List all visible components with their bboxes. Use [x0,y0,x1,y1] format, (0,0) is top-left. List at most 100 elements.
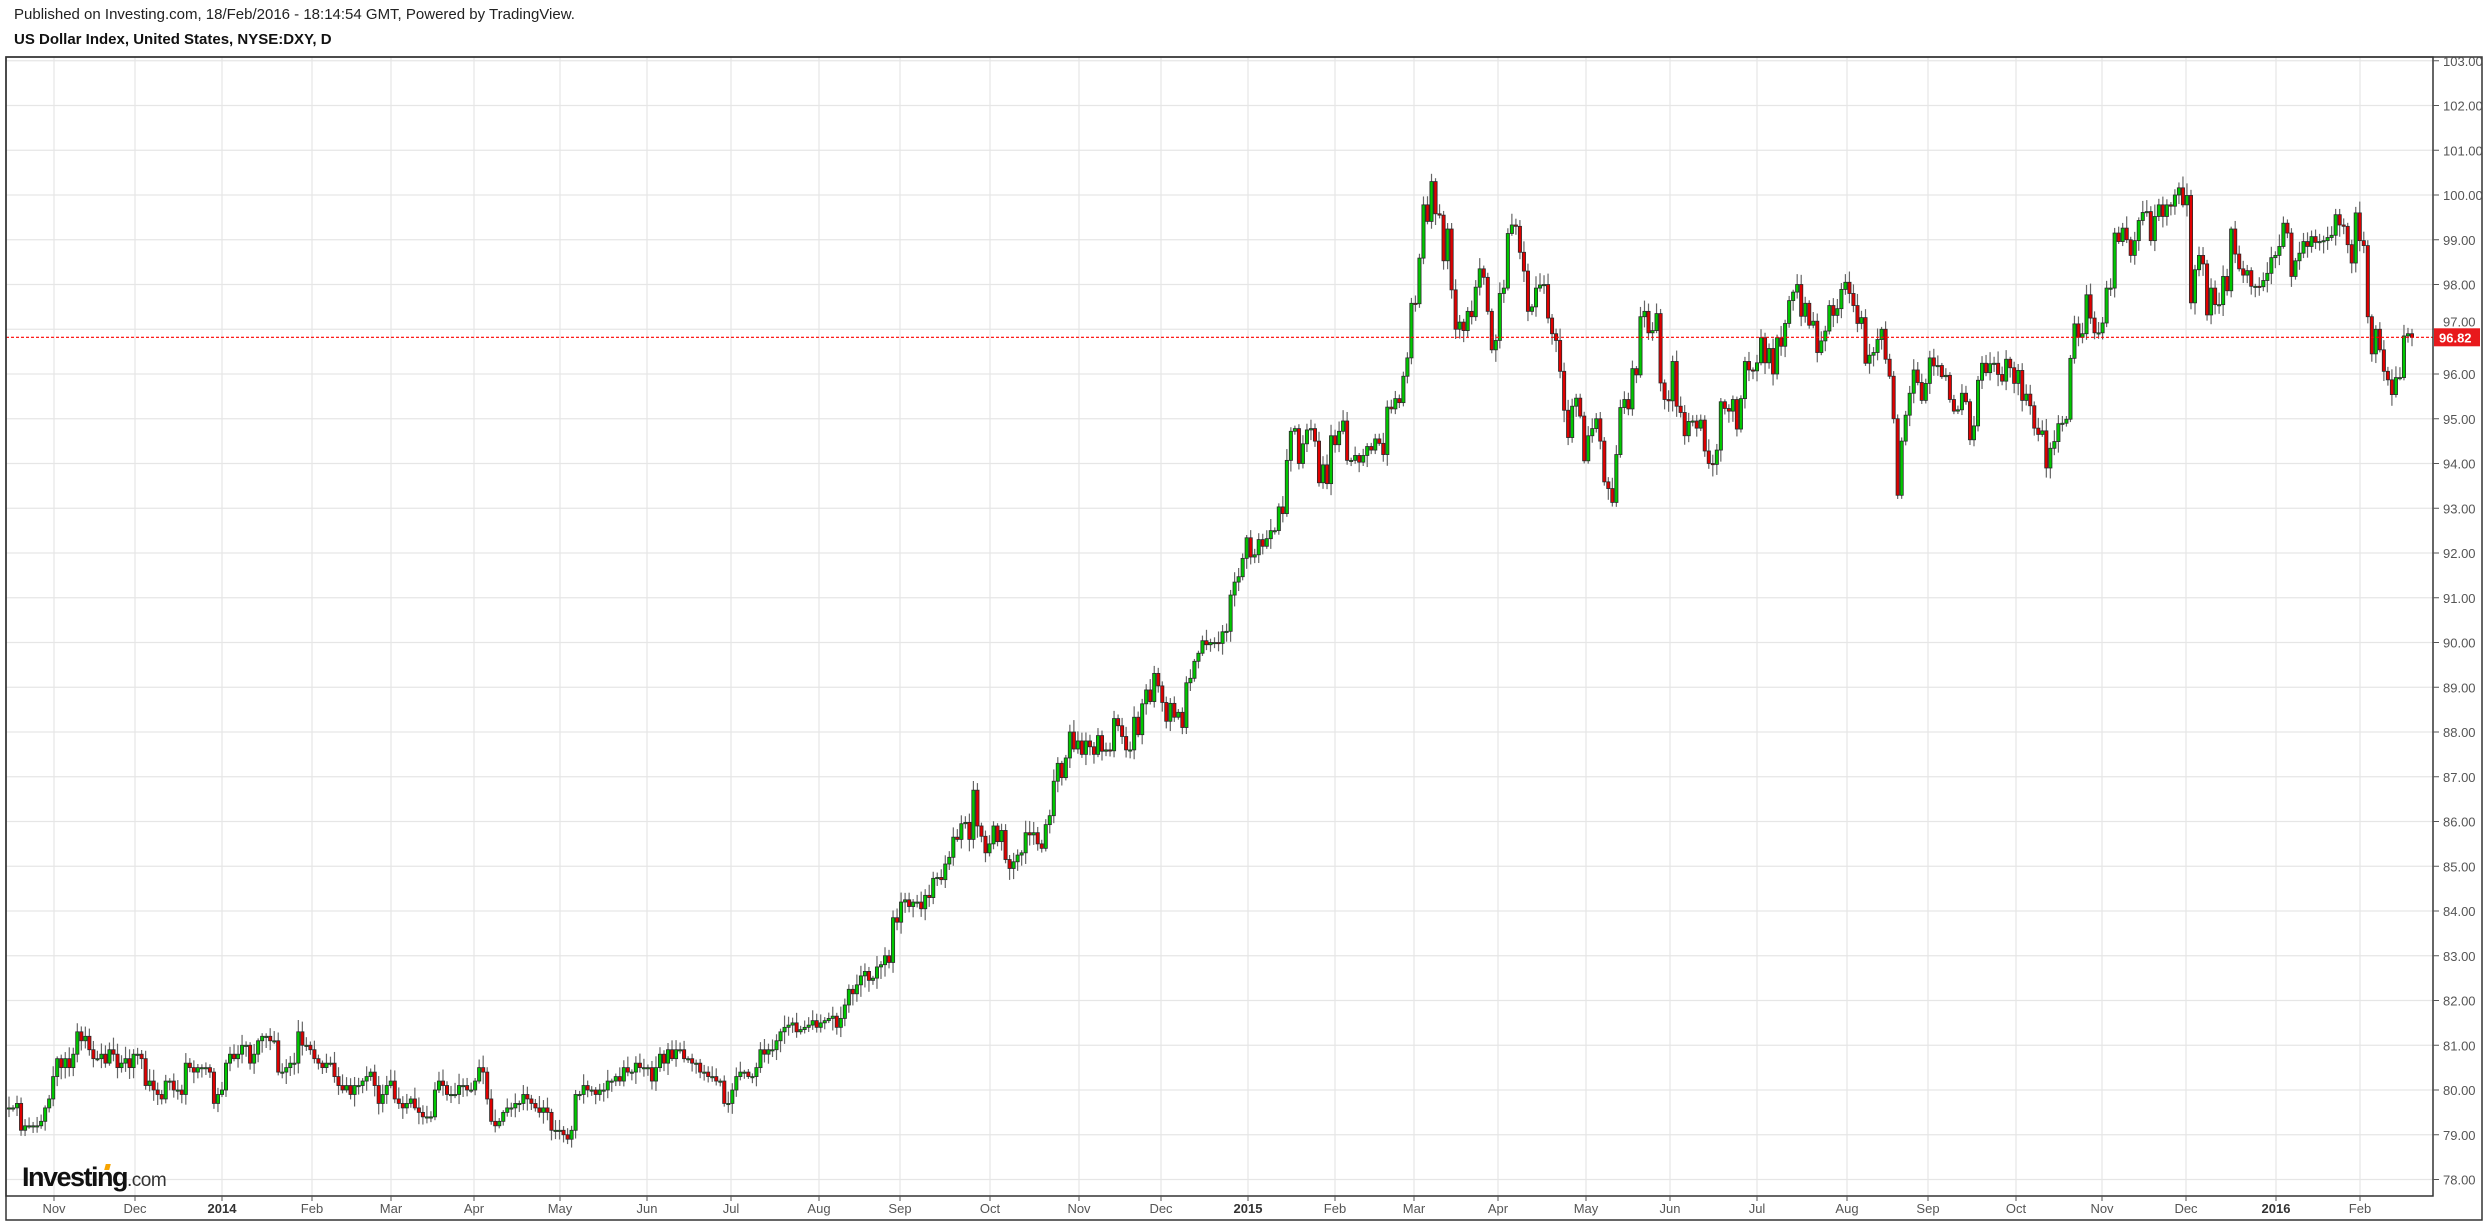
candle-up [260,1035,265,1042]
candle-down [2361,240,2366,246]
candle-down [2076,323,2081,338]
candle-up [734,1076,739,1091]
candle-down [1606,481,1611,489]
candle-down [1799,284,1804,317]
candle-down [1461,321,1466,331]
candle-up [730,1089,735,1104]
candle-down [617,1076,622,1082]
candle-down [1091,746,1096,755]
candle-up [1075,740,1080,750]
candle-up [1923,382,1928,401]
candle-down [2233,228,2238,255]
candle-down [1027,832,1032,836]
y-tick-label: 102.00 [2443,99,2483,114]
x-tick-label: Apr [464,1201,485,1216]
x-tick-label: 2015 [1234,1201,1263,1216]
candle-up [1738,398,1743,430]
candle-down [1626,399,1631,410]
candle-up [408,1098,413,1104]
candle-up [1192,660,1197,679]
candle-down [2389,379,2394,395]
candle-up [292,1062,297,1065]
candle-down [19,1103,24,1131]
candle-up [569,1129,574,1140]
candle-down [927,894,932,898]
candle-up [1980,362,1985,381]
candle-up [1791,291,1796,302]
candle-down [1702,419,1707,452]
candle-up [2176,187,2181,196]
candle-up [195,1067,200,1073]
candle-up [726,1103,731,1106]
y-tick-label: 92.00 [2443,546,2476,561]
candle-down [340,1085,345,1091]
candle-up [344,1085,349,1091]
candle-up [758,1049,763,1069]
candle-down [2160,204,2165,217]
candle-up [1927,357,1932,384]
candle-up [1284,459,1289,515]
candle-down [1124,736,1129,751]
candle-down [2357,212,2362,242]
candle-down [2044,430,2049,469]
x-tick-label: Dec [123,1201,147,1216]
candle-up [1268,530,1273,540]
candle-down [1513,224,1518,227]
x-tick-label: Oct [980,1201,1001,1216]
candle-up [2104,287,2109,324]
candle-up [2281,222,2286,247]
candle-down [2148,211,2153,242]
candle-down [2345,225,2350,246]
candle-down [276,1040,281,1073]
candle-up [2329,234,2334,238]
candle-up [131,1053,136,1069]
candle-up [891,917,896,963]
candle-down [1357,455,1362,463]
candle-up [633,1062,638,1073]
candle-down [1831,305,1836,316]
candle-up [2156,204,2161,217]
candle-up [2373,328,2378,355]
candle-down [396,1098,401,1104]
candle-up [1276,506,1281,532]
y-tick-label: 97.00 [2443,314,2476,329]
candle-down [1156,672,1161,687]
candle-up [1401,375,1406,404]
candle-up [457,1085,462,1095]
candle-down [834,1015,839,1028]
candle-up [107,1049,112,1064]
y-tick-label: 87.00 [2443,770,2476,785]
candle-up [2217,304,2222,307]
candle-down [2124,227,2129,241]
candle-up [1015,854,1020,863]
candle-up [304,1044,309,1047]
candle-down [2092,317,2097,334]
candle-down [1967,401,1972,441]
candle-up [613,1076,618,1082]
candle-up [991,825,996,845]
candle-down [207,1067,212,1073]
candle-up [1590,428,1595,437]
candle-up [686,1058,691,1061]
candle-up [842,1004,847,1019]
x-tick-label: Jul [723,1201,740,1216]
candle-down [1316,440,1321,484]
candle-up [1787,300,1792,324]
candle-up [1638,316,1643,376]
candle-up [1465,310,1470,331]
y-tick-label: 95.00 [2443,412,2476,427]
candle-up [2245,270,2250,276]
candle-down [2305,241,2310,247]
x-tick-label: 2014 [208,1201,238,1216]
candle-up [2096,332,2101,335]
candle-up [678,1049,683,1052]
candle-down [682,1049,687,1060]
candle-down [1746,361,1751,371]
candle-up [2197,255,2202,271]
candle-down [2028,393,2033,407]
candle-down [268,1035,273,1042]
candle-down [139,1053,144,1060]
candle-up [786,1024,791,1028]
candle-up [2265,272,2270,281]
candle-down [2369,316,2374,355]
